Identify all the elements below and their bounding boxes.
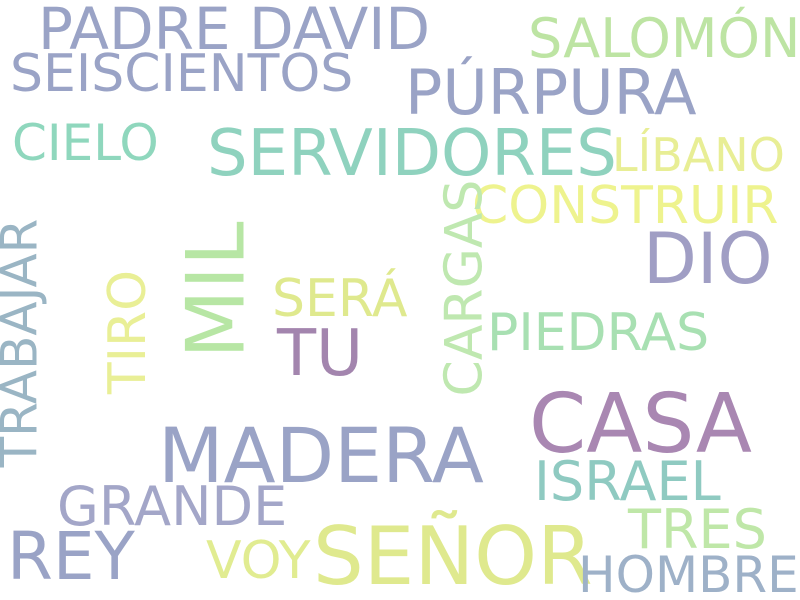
word-purpura: PÚRPURA xyxy=(405,56,697,129)
word-libano: LÍBANO xyxy=(612,128,785,182)
word-servidores: SERVIDORES xyxy=(207,117,617,191)
word-mil: MIL xyxy=(169,221,263,359)
word-salomon: SALOMÓN xyxy=(528,7,800,70)
word-trabajar: TRABAJAR xyxy=(0,218,49,468)
word-hombre: HOMBRE xyxy=(578,546,799,600)
word-tiro: TIRO xyxy=(98,269,159,395)
word-sera: SERÁ xyxy=(272,269,408,329)
word-cargas: CARGAS xyxy=(434,179,495,397)
word-rey: REY xyxy=(7,518,135,595)
word-tres: TRES xyxy=(628,498,767,561)
word-construir: CONSTRUIR xyxy=(472,176,779,236)
word-seiscientos: SEISCIENTOS xyxy=(10,44,354,104)
word-voy: VOY xyxy=(206,531,311,591)
word-piedras: PIEDRAS xyxy=(487,303,710,363)
word-grande: GRANDE xyxy=(57,475,288,538)
word-senor: SEÑOR xyxy=(313,510,593,600)
word-casa: CASA xyxy=(529,377,753,472)
word-padre-david: PADRE DAVID xyxy=(38,0,431,63)
word-israel: ISRAEL xyxy=(534,450,721,513)
word-cielo: CIELO xyxy=(12,114,159,172)
word-dio: DIO xyxy=(643,218,773,300)
word-tu: TU xyxy=(277,317,363,391)
word-madera: MADERA xyxy=(158,411,484,500)
